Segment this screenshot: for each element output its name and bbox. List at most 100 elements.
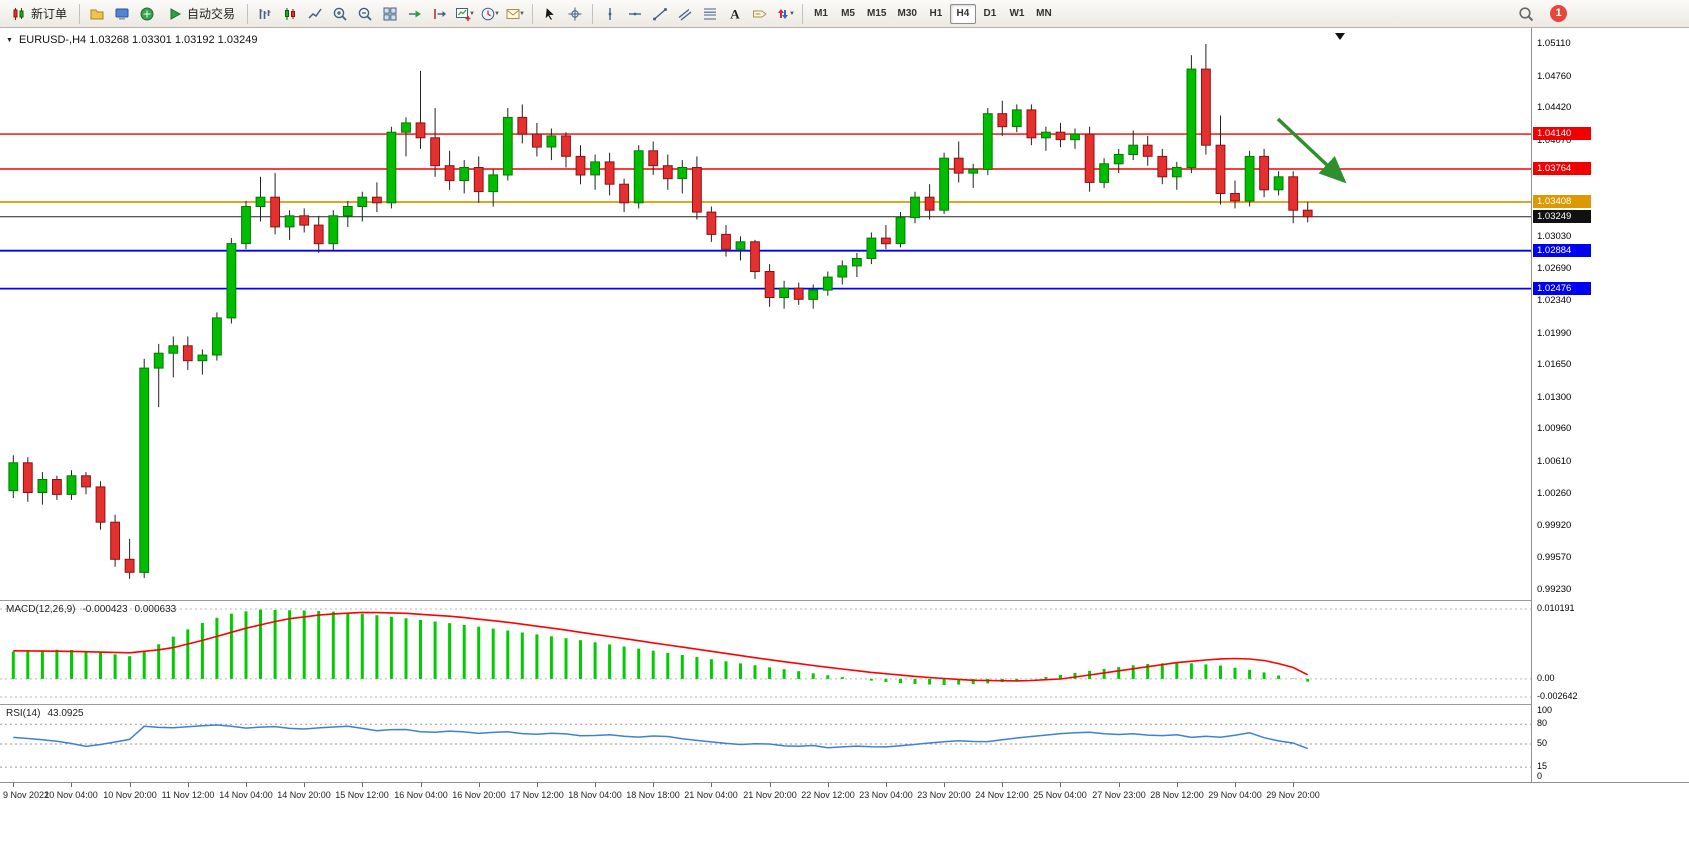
arrow-tools-button[interactable]: ▼ [773, 3, 797, 25]
dropdown-caret-icon: ▼ [519, 10, 525, 17]
bear-candle [270, 196, 281, 228]
timeframe-mn[interactable]: MN [1031, 4, 1057, 24]
price-shift-marker[interactable] [1335, 33, 1345, 40]
bull-candle [866, 237, 877, 260]
time-axis-label: 29 Nov 04:00 [1208, 790, 1262, 800]
fibonacci-button[interactable] [698, 3, 722, 25]
rsi-name: RSI(14) [6, 708, 41, 719]
time-tick [71, 783, 72, 787]
line-chart-button[interactable] [303, 3, 327, 25]
auto-scroll-button[interactable] [403, 3, 427, 25]
auto-trading-icon [167, 6, 183, 22]
periods-button[interactable]: ▼ [478, 3, 502, 25]
timeframe-h1[interactable]: H1 [923, 4, 949, 24]
bull-candle [342, 206, 353, 217]
chart-dropdown-icon[interactable]: ▼ [6, 36, 13, 44]
time-tick [770, 783, 771, 787]
bear-candle [372, 196, 382, 204]
time-axis-label: 21 Nov 04:00 [684, 790, 738, 800]
bull-candle [590, 161, 601, 176]
rsi-panel[interactable] [0, 704, 1531, 782]
price-axis-label: 1.02690 [1537, 263, 1572, 274]
zoom-in-button[interactable] [328, 3, 352, 25]
new-order-button[interactable]: 新订单 [4, 2, 74, 25]
zoom-out-button[interactable] [353, 3, 377, 25]
horizontal-line-icon [627, 6, 643, 22]
bear-candle [881, 237, 891, 245]
dropdown-caret-icon: ▼ [789, 10, 795, 17]
label-button[interactable] [748, 3, 772, 25]
bear-candle [1215, 144, 1226, 194]
bear-candle [750, 241, 760, 273]
crosshair-icon [567, 6, 583, 22]
profiles-button[interactable] [85, 3, 109, 25]
timeframe-d1[interactable]: D1 [977, 4, 1003, 24]
bear-candle [1259, 155, 1269, 191]
label-icon [752, 6, 768, 22]
trend-arrow-annotation[interactable] [1276, 117, 1347, 184]
timeframe-w1[interactable]: W1 [1004, 4, 1030, 24]
chart-title: ▼ EURUSD-,H4 1.03268 1.03301 1.03192 1.0… [6, 34, 257, 46]
tile-windows-button[interactable] [378, 3, 402, 25]
bear-candle [517, 116, 528, 135]
vertical-line-icon [602, 6, 618, 22]
bar-chart-button[interactable] [253, 3, 277, 25]
bull-candle [633, 150, 644, 204]
equidistant-channel-button[interactable] [673, 3, 697, 25]
trendline-button[interactable] [648, 3, 672, 25]
time-tick [653, 783, 654, 787]
time-axis-label: 25 Nov 04:00 [1033, 790, 1087, 800]
bear-candle [313, 224, 324, 245]
toolbar-separator [79, 3, 81, 24]
bull-candle [241, 206, 251, 245]
chart-shift-button[interactable] [428, 3, 452, 25]
bull-candle [779, 287, 790, 299]
bull-candle [284, 215, 295, 228]
auto-trading-label: 自动交易 [187, 7, 236, 21]
notification-badge[interactable]: 1 [1550, 5, 1567, 22]
timeframe-m5[interactable]: M5 [835, 4, 861, 24]
time-tick [479, 783, 480, 787]
bull-candle [1128, 144, 1139, 155]
timeframe-m30[interactable]: M30 [892, 4, 921, 24]
bear-candle [299, 215, 310, 226]
text-button[interactable] [723, 3, 747, 25]
time-tick [944, 783, 945, 787]
search-icon [1518, 6, 1534, 22]
time-axis-label: 18 Nov 18:00 [626, 790, 680, 800]
bear-candle [764, 271, 775, 298]
timeframe-h4[interactable]: H4 [949, 3, 976, 24]
search-button[interactable] [1514, 3, 1538, 25]
macd-panel[interactable] [0, 600, 1531, 704]
cursor-button[interactable] [538, 3, 562, 25]
time-tick [304, 783, 305, 787]
auto-trading-button[interactable]: 自动交易 [160, 2, 242, 25]
horizontal-line-button[interactable] [623, 3, 647, 25]
timeframe-m15[interactable]: M15 [862, 4, 891, 24]
candlestick-chart-button[interactable] [278, 3, 302, 25]
timeframe-m1[interactable]: M1 [808, 4, 834, 24]
terminal-button[interactable] [110, 3, 134, 25]
bull-candle [212, 317, 222, 356]
vertical-line-button[interactable] [598, 3, 622, 25]
candlestick-chart-icon [282, 6, 298, 22]
bull-candle [546, 135, 557, 148]
bull-candle [1099, 163, 1109, 183]
crosshair-button[interactable] [563, 3, 587, 25]
time-tick [537, 783, 538, 787]
navigator-button[interactable] [135, 3, 159, 25]
time-axis-label: 10 Nov 20:00 [103, 790, 157, 800]
bear-candle [52, 479, 62, 495]
rsi-axis-label: 50 [1537, 738, 1548, 748]
dropdown-caret-icon: ▼ [494, 10, 500, 17]
profiles-icon [89, 6, 105, 22]
price-chart[interactable] [0, 30, 1531, 600]
bull-candle [488, 174, 499, 193]
bull-candle [895, 217, 906, 245]
templates-button[interactable]: ▼ [503, 3, 527, 25]
bear-candle [662, 165, 673, 180]
bull-candle [677, 167, 688, 180]
new-chart-button[interactable]: ▼ [453, 3, 477, 25]
bear-candle [561, 135, 571, 157]
price-badge: 1.03764 [1533, 162, 1591, 175]
